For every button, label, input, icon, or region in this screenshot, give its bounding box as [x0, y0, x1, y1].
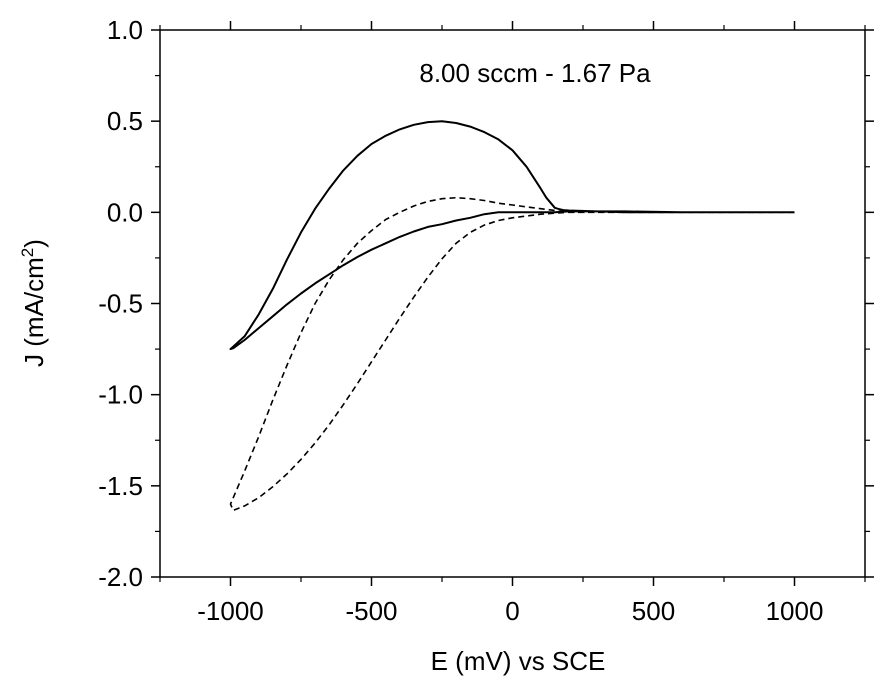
y-tick-label: 0.5 — [107, 106, 143, 136]
x-tick-label: -1000 — [197, 596, 264, 626]
x-axis-title: E (mV) vs SCE — [431, 646, 606, 676]
y-axis-title-main: J (mA/cm — [19, 257, 49, 367]
y-axis-title-superscript: 2 — [18, 248, 37, 257]
series-line-solid — [229, 120, 795, 351]
y-axis-title: J (mA/cm2) — [18, 239, 49, 367]
series-line-dashed — [229, 196, 795, 512]
x-tick-label: -500 — [345, 596, 397, 626]
y-axis-title-close: ) — [19, 239, 49, 248]
y-tick-label: 0.0 — [107, 197, 143, 227]
y-tick-label: -0.5 — [98, 289, 143, 319]
x-tick-label: 0 — [505, 596, 519, 626]
chart-annotation: 8.00 sccm - 1.67 Pa — [419, 58, 651, 88]
x-tick-label: 500 — [632, 596, 675, 626]
axis-ticks — [151, 21, 874, 586]
x-tick-label: 1000 — [766, 596, 824, 626]
y-tick-label: -2.0 — [98, 562, 143, 592]
y-tick-label: -1.5 — [98, 471, 143, 501]
axis-tick-labels: -1000 -500 0 500 1000 -2.0 -1.5 -1.0 -0.5 0.0 0.5 1… — [98, 15, 823, 626]
series-group — [229, 120, 795, 512]
y-tick-label: 1.0 — [107, 15, 143, 45]
y-tick-label: -1.0 — [98, 380, 143, 410]
